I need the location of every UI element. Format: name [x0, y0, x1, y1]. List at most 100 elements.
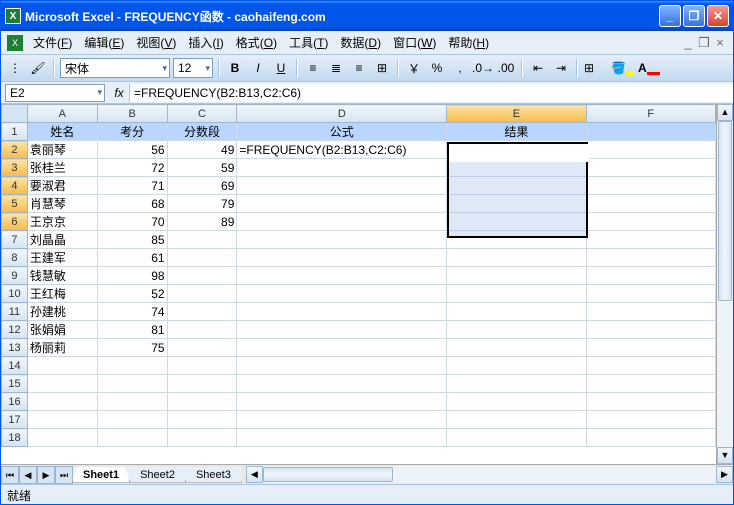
- row-header-5[interactable]: 5: [2, 195, 28, 213]
- cell-F6[interactable]: [586, 213, 715, 231]
- scroll-track[interactable]: [717, 121, 733, 447]
- cell-E9[interactable]: [447, 267, 586, 285]
- cell-E2[interactable]: 0: [447, 141, 586, 159]
- cell-D5[interactable]: [237, 195, 447, 213]
- percent-button[interactable]: %: [427, 58, 447, 78]
- cell-B16[interactable]: [97, 393, 167, 411]
- cell-F4[interactable]: [586, 177, 715, 195]
- cell-B17[interactable]: [97, 411, 167, 429]
- cell-D7[interactable]: [237, 231, 447, 249]
- cell-E12[interactable]: [447, 321, 586, 339]
- cell-D13[interactable]: [237, 339, 447, 357]
- doc-minimize-button[interactable]: _: [681, 36, 695, 50]
- formula-input[interactable]: =FREQUENCY(B2:B13,C2:C6): [129, 84, 733, 102]
- col-header-D[interactable]: D: [237, 105, 447, 123]
- cell-E4[interactable]: [447, 177, 586, 195]
- row-header-1[interactable]: 1: [2, 123, 28, 141]
- cell-E6[interactable]: [447, 213, 586, 231]
- cell-B6[interactable]: 70: [97, 213, 167, 231]
- row-header-13[interactable]: 13: [2, 339, 28, 357]
- cell-E15[interactable]: [447, 375, 586, 393]
- scroll-down-button[interactable]: ▼: [717, 447, 733, 464]
- brush-icon[interactable]: 🖌: [28, 58, 48, 78]
- row-header-8[interactable]: 8: [2, 249, 28, 267]
- cell-C1[interactable]: 分数段: [167, 123, 237, 141]
- increase-indent-button[interactable]: ⇥: [551, 58, 571, 78]
- cell-D3[interactable]: [237, 159, 447, 177]
- scroll-left-button[interactable]: ◀: [246, 466, 263, 483]
- cell-A5[interactable]: 肖慧琴: [27, 195, 97, 213]
- cell-A11[interactable]: 孙建桃: [27, 303, 97, 321]
- cell-E14[interactable]: [447, 357, 586, 375]
- align-left-button[interactable]: ≡: [303, 58, 323, 78]
- cell-B9[interactable]: 98: [97, 267, 167, 285]
- cell-F9[interactable]: [586, 267, 715, 285]
- cell-E17[interactable]: [447, 411, 586, 429]
- cell-C8[interactable]: [167, 249, 237, 267]
- maximize-button[interactable]: ❐: [683, 5, 705, 27]
- cell-C9[interactable]: [167, 267, 237, 285]
- cell-D1[interactable]: 公式: [237, 123, 447, 141]
- cell-F3[interactable]: [586, 159, 715, 177]
- cell-F17[interactable]: [586, 411, 715, 429]
- cell-E1[interactable]: 结果: [447, 123, 586, 141]
- comma-button[interactable]: ,: [450, 58, 470, 78]
- menu-v[interactable]: 视图(V): [130, 32, 182, 53]
- menu-o[interactable]: 格式(O): [230, 32, 283, 53]
- cell-D16[interactable]: [237, 393, 447, 411]
- cell-A8[interactable]: 王建军: [27, 249, 97, 267]
- scroll-up-button[interactable]: ▲: [717, 104, 733, 121]
- cell-C7[interactable]: [167, 231, 237, 249]
- cell-C4[interactable]: 69: [167, 177, 237, 195]
- row-header-4[interactable]: 4: [2, 177, 28, 195]
- row-header-9[interactable]: 9: [2, 267, 28, 285]
- cell-A14[interactable]: [27, 357, 97, 375]
- cell-B3[interactable]: 72: [97, 159, 167, 177]
- sheet-tab-sheet3[interactable]: Sheet3: [185, 468, 242, 483]
- cell-B13[interactable]: 75: [97, 339, 167, 357]
- row-header-18[interactable]: 18: [2, 429, 28, 447]
- decrease-decimal-button[interactable]: .00: [496, 58, 516, 78]
- cell-A15[interactable]: [27, 375, 97, 393]
- row-header-17[interactable]: 17: [2, 411, 28, 429]
- bold-button[interactable]: B: [225, 58, 245, 78]
- cell-B8[interactable]: 61: [97, 249, 167, 267]
- row-header-2[interactable]: 2: [2, 141, 28, 159]
- fill-color-button[interactable]: 🪣: [610, 58, 634, 78]
- menu-f[interactable]: 文件(F): [27, 32, 78, 53]
- horizontal-scrollbar[interactable]: ◀ ▶: [246, 466, 733, 483]
- menu-w[interactable]: 窗口(W): [387, 32, 442, 53]
- cell-A3[interactable]: 张桂兰: [27, 159, 97, 177]
- cell-F8[interactable]: [586, 249, 715, 267]
- cell-D18[interactable]: [237, 429, 447, 447]
- cell-A6[interactable]: 王京京: [27, 213, 97, 231]
- tab-prev-button[interactable]: ◀: [19, 466, 37, 484]
- cell-E3[interactable]: [447, 159, 586, 177]
- cell-C13[interactable]: [167, 339, 237, 357]
- cell-C11[interactable]: [167, 303, 237, 321]
- row-header-15[interactable]: 15: [2, 375, 28, 393]
- cell-B15[interactable]: [97, 375, 167, 393]
- cell-C10[interactable]: [167, 285, 237, 303]
- cell-D10[interactable]: [237, 285, 447, 303]
- toolbar-handle[interactable]: ⋮: [5, 58, 25, 78]
- app-menu-icon[interactable]: X: [7, 35, 23, 51]
- cell-D14[interactable]: [237, 357, 447, 375]
- tab-next-button[interactable]: ▶: [37, 466, 55, 484]
- cell-F18[interactable]: [586, 429, 715, 447]
- sheet-tab-sheet2[interactable]: Sheet2: [129, 468, 186, 483]
- underline-button[interactable]: U: [271, 58, 291, 78]
- vertical-scrollbar[interactable]: ▲ ▼: [716, 104, 733, 464]
- spreadsheet-table[interactable]: ABCDEF1姓名考分分数段公式结果2袁丽琴5649=FREQUENCY(B2:…: [1, 104, 716, 447]
- menu-d[interactable]: 数据(D): [334, 32, 387, 53]
- cell-F11[interactable]: [586, 303, 715, 321]
- minimize-button[interactable]: _: [659, 5, 681, 27]
- scroll-thumb[interactable]: [263, 467, 393, 482]
- cell-A9[interactable]: 钱慧敏: [27, 267, 97, 285]
- col-header-C[interactable]: C: [167, 105, 237, 123]
- col-header-A[interactable]: A: [27, 105, 97, 123]
- scroll-thumb[interactable]: [718, 121, 732, 301]
- cell-A13[interactable]: 杨丽莉: [27, 339, 97, 357]
- cell-C12[interactable]: [167, 321, 237, 339]
- increase-decimal-button[interactable]: .0→: [473, 58, 493, 78]
